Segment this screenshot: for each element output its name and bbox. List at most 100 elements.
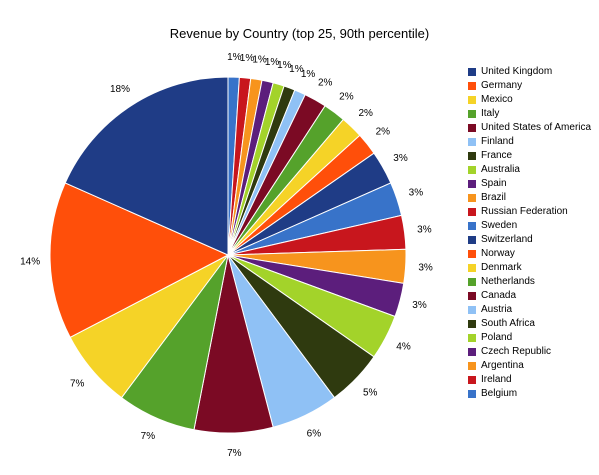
legend-item: Netherlands [468,275,599,289]
legend-item: United Kingdom [468,65,599,79]
slice-label: 2% [358,108,373,119]
legend-swatch [468,390,476,398]
legend-item: Austria [468,303,599,317]
pie-slice-united-kingdom [64,76,229,256]
legend-item: Belgium [468,387,599,401]
legend-label: Canada [481,290,517,301]
legend-label: Ireland [481,374,512,385]
slice-label: 3% [412,300,427,311]
chart-title: Revenue by Country (top 25, 90th percent… [169,26,430,41]
slice-label: 2% [339,91,354,102]
slice-label: 1% [265,57,280,68]
slice-label: 14% [20,256,40,267]
legend-label: South Africa [481,318,535,329]
legend-label: Russian Federation [481,206,568,217]
legend-swatch [468,166,476,174]
legend-label: Italy [481,108,500,119]
slice-label: 1% [301,69,316,80]
legend-swatch [468,376,476,384]
slice-label: 3% [409,188,424,199]
legend-label: France [481,150,513,161]
slice-label: 18% [110,84,130,95]
slice-label: 1% [289,64,304,75]
legend-item: Spain [468,177,599,191]
legend-label: Spain [481,178,507,189]
legend-label: Argentina [481,360,524,371]
slice-label: 4% [396,342,411,353]
slice-label: 7% [70,378,85,389]
legend-item: United States of America [468,121,599,135]
legend-label: Mexico [481,94,513,105]
slice-label: 3% [417,225,432,236]
pie-slice-germany [49,182,230,339]
pie-slices [49,76,407,434]
slice-label: 6% [307,428,322,439]
legend-item: Canada [468,289,599,303]
legend-item: Norway [468,247,599,261]
legend-label: Belgium [481,388,518,399]
slice-label: 2% [376,127,391,138]
legend-label: Austria [481,304,513,315]
legend-item: Czech Republic [468,345,599,359]
legend-swatch [468,264,476,272]
legend-item: Sweden [468,219,599,233]
legend: United Kingdom Germany Mexico Italy United S… [468,65,599,401]
legend-label: Norway [481,248,515,259]
legend-swatch [468,334,476,342]
pie-slice-labels: 1%1%1%1%1%1%1%2%2%2%2%3%3%3%3%3%4%5%6%7%… [20,52,433,459]
legend-label: Poland [481,332,513,343]
legend-swatch [468,292,476,300]
legend-item: Mexico [468,93,599,107]
legend-label: United States of America [481,122,592,133]
legend-swatch [468,306,476,314]
legend-swatch [468,82,476,90]
legend-label: Switzerland [481,234,533,245]
legend-swatch [468,250,476,258]
legend-swatch [468,278,476,286]
legend-item: Poland [468,331,599,345]
legend-item: Argentina [468,359,599,373]
legend-swatch [468,110,476,118]
legend-swatch [468,96,476,104]
legend-label: Sweden [481,220,518,231]
slice-label: 1% [227,52,242,63]
legend-swatch [468,348,476,356]
legend-item: France [468,149,599,163]
legend-swatch [468,362,476,370]
legend-swatch [468,222,476,230]
legend-item: Australia [468,163,599,177]
slice-label: 7% [227,448,242,459]
legend-swatch [468,138,476,146]
legend-swatch [468,208,476,216]
legend-item: Russian Federation [468,205,599,219]
legend-swatch [468,180,476,188]
slice-label: 1% [240,53,255,64]
legend-item: Brazil [468,191,599,205]
slice-label: 1% [277,60,292,71]
legend-item: Ireland [468,373,599,387]
legend-label: Germany [481,80,523,91]
slice-label: 7% [141,431,156,442]
legend-swatch [468,68,476,76]
legend-label: Australia [481,164,520,175]
slice-label: 1% [252,55,267,66]
legend-swatch [468,236,476,244]
legend-label: Netherlands [481,276,535,287]
legend-label: Finland [481,136,514,147]
legend-item: Germany [468,79,599,93]
slice-label: 3% [393,153,408,164]
legend-swatch [468,124,476,132]
legend-label: Czech Republic [481,346,552,357]
legend-label: United Kingdom [481,66,553,77]
slice-label: 2% [318,78,333,89]
legend-swatch [468,320,476,328]
legend-label: Denmark [481,262,522,273]
legend-label: Brazil [481,192,507,203]
legend-swatch [468,152,476,160]
legend-item: Italy [468,107,599,121]
legend-item: South Africa [468,317,599,331]
legend-swatch [468,194,476,202]
legend-item: Finland [468,135,599,149]
legend-item: Denmark [468,261,599,275]
